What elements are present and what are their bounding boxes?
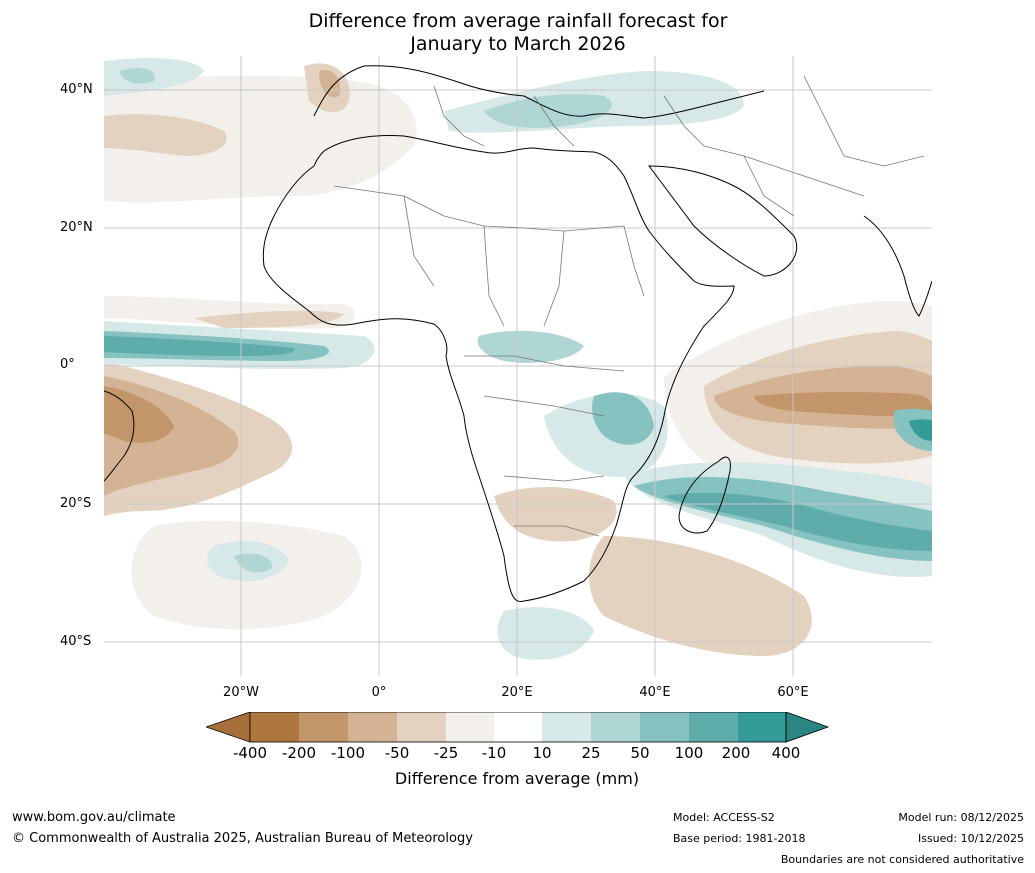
colorbar-swatch-4: [397, 712, 446, 742]
madagascar-coastline: [678, 456, 731, 534]
lon-label-0: 0°: [371, 685, 387, 700]
dry-region-south-africa-ocean: [589, 536, 812, 656]
colorbar-swatch-3: [348, 712, 397, 742]
dry-region-gulf-guinea-inner: [194, 310, 344, 328]
colorbar-label: Difference from average (mm): [394, 769, 640, 788]
lat-label-0: 0°: [60, 357, 75, 372]
wet-region-mozambique-core: [664, 492, 932, 551]
colorbar-tick: 50: [630, 744, 650, 762]
wet-region-east-indian-core: [909, 419, 932, 441]
lat-label-40n: 40°N: [60, 82, 93, 97]
colorbar-tick: -50: [384, 744, 410, 762]
colorbar-swatch-8: [591, 712, 640, 742]
wet-region-mediterranean-inner: [484, 94, 612, 128]
wet-region-south-atlantic-inner: [234, 553, 273, 573]
colorbar: [206, 712, 830, 743]
colorbar-tick: 10: [532, 744, 552, 762]
arabia-coastline: [647, 165, 798, 277]
europe-coastline: [313, 65, 765, 119]
dry-region-north-atlantic-inner: [104, 114, 227, 156]
footer-model: Model: ACCESS-S2: [673, 811, 775, 824]
lon-label-20w: 20°W: [223, 685, 259, 700]
colorbar-extend-high: [785, 712, 830, 743]
footer-copyright: © Commonwealth of Australia 2025, Austra…: [12, 831, 473, 846]
dry-region-southern-africa: [494, 486, 617, 542]
footer-disclaimer: Boundaries are not considered authoritat…: [780, 853, 1024, 866]
south-america-coastline: [104, 390, 135, 482]
colorbar-tick: 100: [674, 744, 704, 762]
colorbar-outline: [249, 712, 787, 743]
rainfall-anomaly-map: [104, 56, 932, 676]
colorbar-swatch-9: [640, 712, 689, 742]
map-title: Difference from average rainfall forecas…: [104, 10, 932, 56]
lat-label-20s: 20°S: [60, 496, 92, 511]
colorbar-swatch-11: [738, 712, 786, 742]
wet-anomaly-regions: [104, 58, 932, 660]
country-borders: [333, 75, 925, 537]
lon-label-60e: 60°E: [777, 685, 809, 700]
colorbar-tick: -100: [330, 744, 366, 762]
lon-label-40e: 40°E: [639, 685, 671, 700]
map-canvas: [104, 56, 932, 676]
colorbar-tick: -400: [232, 744, 268, 762]
footer-model-run: Model run: 08/12/2025: [898, 811, 1024, 824]
colorbar-tick: 200: [721, 744, 751, 762]
dry-region-indian-ocean-core: [754, 391, 932, 417]
dry-anomaly-regions: [104, 63, 932, 656]
wet-region-south-ocean: [497, 607, 594, 660]
wet-region-congo: [477, 330, 584, 363]
title-line-1: Difference from average rainfall forecas…: [308, 10, 728, 32]
lon-label-20e: 20°E: [501, 685, 533, 700]
title-line-2: January to March 2026: [410, 33, 626, 55]
colorbar-tick: -10: [481, 744, 507, 762]
coastlines: [104, 65, 932, 603]
colorbar-tick: 400: [771, 744, 801, 762]
wet-region-north-atlantic-inner: [119, 68, 155, 84]
colorbar-swatch-1: [250, 712, 299, 742]
colorbar-tick: 25: [581, 744, 601, 762]
footer-issued: Issued: 10/12/2025: [917, 832, 1024, 845]
colorbar-extend-low: [206, 712, 251, 743]
africa-coastline: [262, 135, 735, 603]
colorbar-swatch-7: [542, 712, 591, 742]
wet-region-east-africa-inner: [592, 392, 654, 445]
footer-base-period: Base period: 1981-2018: [673, 832, 806, 845]
colorbar-tick: -25: [433, 744, 459, 762]
wet-region-equatorial-atlantic-core: [104, 336, 295, 356]
colorbar-swatch-6: [494, 712, 542, 742]
colorbar-swatch-10: [689, 712, 738, 742]
lat-label-40s: 40°S: [60, 634, 92, 649]
colorbar-swatch-2: [299, 712, 348, 742]
india-coastline: [863, 215, 932, 317]
lat-label-20n: 20°N: [60, 220, 93, 235]
colorbar-tick: -200: [281, 744, 317, 762]
footer-website: www.bom.gov.au/climate: [12, 810, 176, 825]
colorbar-swatch-5: [446, 712, 494, 742]
